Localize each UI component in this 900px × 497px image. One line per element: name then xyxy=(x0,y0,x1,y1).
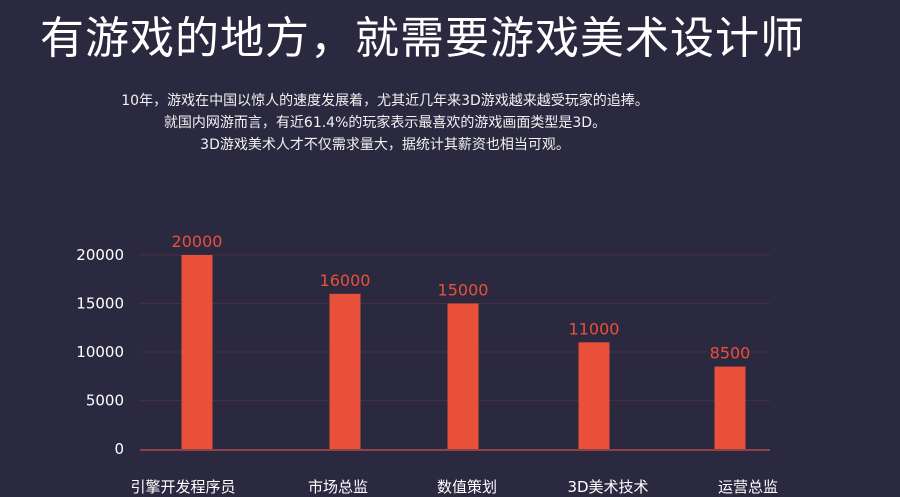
x-category-label: 3D美术技术 xyxy=(567,478,648,496)
data-label: 8500 xyxy=(710,344,751,363)
bar xyxy=(181,255,213,449)
y-tick-label: 10000 xyxy=(76,343,124,361)
bar xyxy=(447,303,479,449)
x-category-label: 运营总监 xyxy=(718,478,778,496)
intro-text: 10年，游戏在中国以惊人的速度发展着，尤其近几年来3D游戏越来越受玩家的追捧。 … xyxy=(0,90,770,156)
data-label: 11000 xyxy=(569,319,620,338)
y-tick-label: 5000 xyxy=(86,392,124,410)
y-tick-label: 0 xyxy=(114,440,124,458)
data-label: 16000 xyxy=(320,271,371,290)
bar xyxy=(714,366,746,449)
intro-line-3: 3D游戏美术人才不仅需求量大，据统计其薪资也相当可观。 xyxy=(200,137,570,153)
bar xyxy=(329,293,361,449)
data-label: 15000 xyxy=(438,281,489,300)
data-label: 20000 xyxy=(172,232,223,251)
bar xyxy=(578,342,610,449)
intro-line-2: 就国内网游而言，有近61.4%的玩家表示最喜欢的游戏画面类型是3D。 xyxy=(163,115,607,131)
page-headline: 有游戏的地方，就需要游戏美术设计师 xyxy=(40,13,805,64)
y-tick-label: 15000 xyxy=(76,295,124,313)
intro-line-1: 10年，游戏在中国以惊人的速度发展着，尤其近几年来3D游戏越来越受玩家的追捧。 xyxy=(121,93,649,109)
y-tick-label: 20000 xyxy=(76,246,124,264)
x-category-label: 市场总监 xyxy=(308,478,368,496)
x-category-label: 引擎开发程序员 xyxy=(130,478,235,496)
x-category-label: 数值策划 xyxy=(437,478,497,496)
